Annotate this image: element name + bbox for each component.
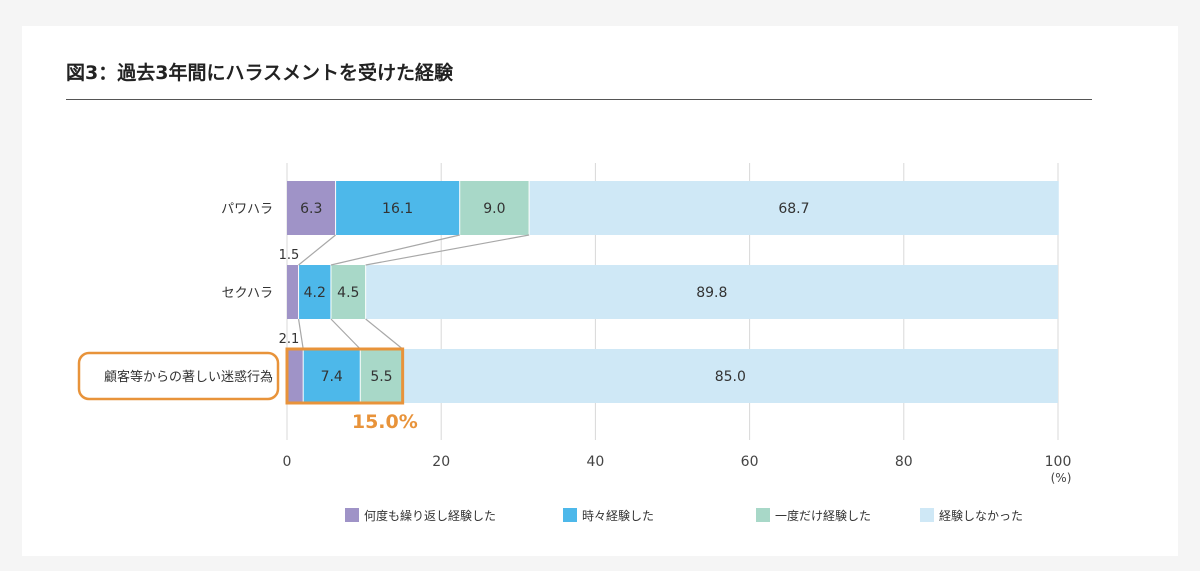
x-tick-label: 80: [895, 454, 913, 470]
bar-segment: [459, 181, 530, 235]
x-tick-label: 40: [586, 454, 604, 470]
data-label: 5.5: [370, 369, 392, 385]
connector-line: [365, 318, 404, 350]
highlight-box: [285, 347, 405, 405]
data-label: 2.1: [279, 332, 300, 347]
legend-label: 一度だけ経験した: [775, 508, 871, 523]
data-label: 9.0: [483, 201, 505, 217]
bar-segment: [330, 265, 366, 319]
title-divider: [66, 99, 1092, 100]
bar-segment: [287, 349, 304, 403]
highlight-total-label: 15.0%: [352, 411, 418, 433]
x-tick-label: 60: [741, 454, 759, 470]
bar-segment: [402, 349, 1058, 403]
bar-segment: [287, 265, 299, 319]
bar-segment: [287, 181, 336, 235]
x-tick-label: 0: [283, 454, 292, 470]
legend-label: 何度も繰り返し経験した: [364, 508, 496, 523]
category-label: セクハラ: [222, 286, 273, 301]
chart-title: 図3：過去3年間にハラスメントを受けた経験: [66, 62, 454, 84]
legend-swatch: [920, 508, 934, 522]
data-label: 6.3: [300, 201, 322, 217]
connector-line: [330, 318, 361, 350]
data-label: 89.8: [696, 285, 727, 301]
legend-swatch: [563, 508, 577, 522]
category-label-highlighted: 顧客等からの著しい迷惑行為: [104, 369, 273, 385]
legend-swatch: [756, 508, 770, 522]
data-label: 85.0: [715, 369, 746, 385]
connector-line: [298, 234, 336, 266]
x-tick-label: 100: [1045, 454, 1072, 470]
bar-segment: [529, 181, 1059, 235]
data-label: 4.2: [304, 285, 326, 301]
connector-line: [365, 234, 530, 266]
connector-line: [297, 318, 304, 350]
legend-swatch: [345, 508, 359, 522]
data-label: 16.1: [382, 201, 413, 217]
bar-segment: [360, 349, 403, 403]
x-tick-label: 20: [432, 454, 450, 470]
legend-label: 経験しなかった: [939, 508, 1023, 523]
data-label: 7.4: [321, 369, 343, 385]
connector-line: [330, 234, 460, 266]
data-label: 68.7: [778, 201, 809, 217]
data-label: 4.5: [337, 285, 359, 301]
highlight-category-frame: [77, 351, 280, 401]
category-label: パワハラ: [221, 202, 273, 217]
bar-segment: [335, 181, 460, 235]
data-label: 1.5: [279, 248, 300, 263]
bar-segment: [303, 349, 361, 403]
legend-label: 時々経験した: [582, 508, 654, 523]
bar-segment: [298, 265, 331, 319]
bar-segment: [365, 265, 1059, 319]
x-axis-unit: (%): [1051, 471, 1072, 485]
